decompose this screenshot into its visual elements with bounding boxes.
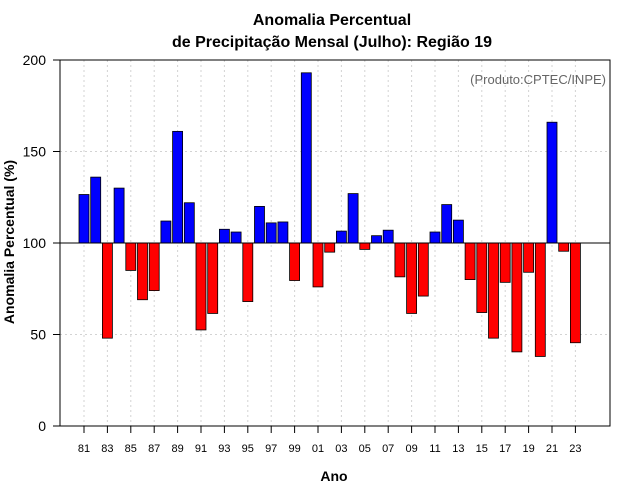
bar-18 (511, 242, 523, 353)
bar-11 (429, 231, 441, 244)
bar-90 (183, 202, 195, 244)
bar-92 (207, 242, 219, 314)
chart-title-line-1: Anomalia Percentual (253, 12, 411, 29)
bar-91 (195, 242, 207, 331)
x-tick-label: 05 (359, 443, 371, 455)
bar-89 (172, 130, 184, 244)
x-tick-label: 23 (569, 443, 581, 455)
x-tick-label: 01 (312, 443, 324, 455)
bar-16 (488, 242, 499, 339)
y-tick-label: 150 (23, 144, 47, 160)
bar-97 (265, 222, 277, 244)
bar-08 (394, 242, 406, 278)
bar-15 (476, 242, 488, 313)
x-axis-ticks: 81 83 85 87 89 91 93 95 97 99 01 03 05 07 09 11 13 15 17 19… (78, 426, 582, 455)
bar-86 (137, 242, 148, 301)
bar-88 (160, 220, 172, 244)
bar-21 (546, 121, 558, 244)
x-tick-label: 13 (452, 443, 464, 455)
bar-22 (558, 242, 570, 252)
bar-00 (300, 72, 312, 244)
bar-83 (102, 242, 113, 339)
bar-06 (371, 235, 382, 244)
x-tick-label: 99 (288, 443, 300, 455)
x-tick-label: 87 (148, 443, 160, 455)
bar-85 (125, 242, 137, 271)
x-tick-label: 17 (499, 443, 511, 455)
bar-01 (312, 242, 324, 288)
bar-07 (382, 229, 394, 244)
x-tick-label: 95 (242, 443, 254, 455)
bar-87 (148, 242, 160, 291)
bar-82 (90, 176, 102, 244)
grid-lines (60, 59, 610, 427)
bar-94 (230, 231, 242, 244)
bar-04 (347, 193, 359, 244)
y-axis-label: Anomalia Percentual (%) (1, 160, 17, 324)
x-tick-label: 11 (429, 443, 440, 455)
x-tick-label: 85 (125, 443, 137, 455)
bar-98 (277, 221, 289, 244)
x-tick-label: 19 (522, 443, 534, 455)
bar-20 (534, 242, 546, 357)
bar-81 (78, 194, 90, 244)
bar-19 (523, 242, 534, 273)
y-tick-label: 50 (30, 327, 46, 343)
bar-09 (406, 242, 418, 314)
chart-title-line-2: de Precipitação Mensal (Julho): Região 1… (172, 34, 492, 51)
bar-84 (113, 187, 125, 244)
x-tick-label: 83 (101, 443, 113, 455)
y-tick-label: 100 (23, 235, 47, 251)
x-tick-label: 89 (171, 443, 183, 455)
bar-99 (289, 242, 301, 281)
bar-12 (441, 204, 453, 244)
x-tick-label: 81 (78, 443, 90, 455)
x-tick-label: 15 (476, 443, 488, 455)
x-tick-label: 07 (382, 443, 394, 455)
y-tick-label: 0 (38, 418, 46, 434)
y-axis-ticks: 0 50 100 150 200 (23, 52, 60, 434)
x-tick-label: 21 (546, 443, 558, 455)
x-tick-label: 03 (335, 443, 347, 455)
y-tick-label: 200 (23, 52, 47, 68)
x-tick-label: 93 (218, 443, 230, 455)
bar-93 (218, 228, 230, 244)
x-tick-label: 09 (405, 443, 417, 455)
bar-23 (570, 242, 581, 344)
bar-03 (335, 230, 347, 244)
bar-95 (242, 242, 254, 302)
bar-13 (452, 219, 464, 244)
bar-14 (464, 242, 476, 280)
bar-96 (254, 205, 265, 244)
x-tick-label: 97 (265, 443, 277, 455)
bars (78, 72, 581, 357)
x-axis-label: Ano (320, 468, 347, 484)
x-tick-label: 91 (195, 443, 207, 455)
source-annotation: (Produto:CPTEC/INPE) (470, 72, 606, 87)
bar-17 (499, 242, 511, 283)
bar-10 (417, 242, 429, 297)
bar-05 (359, 242, 371, 250)
bar-02 (324, 242, 336, 253)
